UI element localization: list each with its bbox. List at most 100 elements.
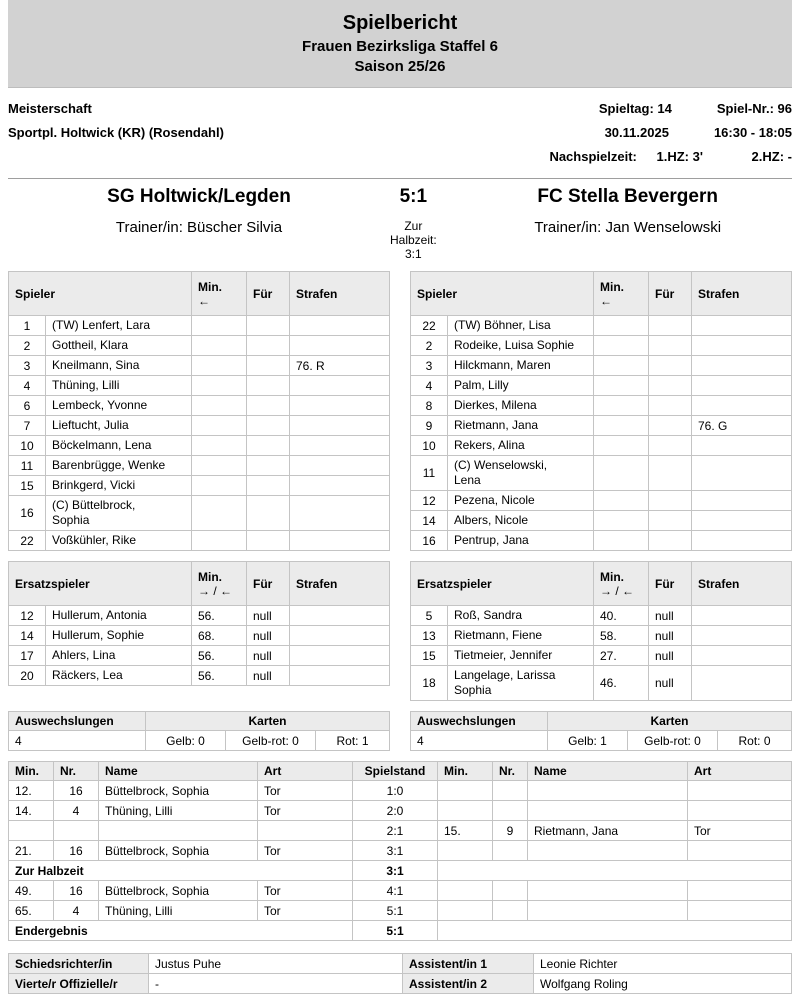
goal-name-away [527,840,688,861]
goal-nr-away [492,840,528,861]
goal-score: 1:0 [352,780,438,801]
away-cards-row: 4 Gelb: 1 Gelb-rot: 0 Rot: 0 [410,730,792,751]
player-number: 10 [8,435,46,456]
sub-for: null [246,665,290,686]
player-name: Rodeike, Luisa Sophie [447,335,594,356]
home-cards-row: 4 Gelb: 0 Gelb-rot: 0 Rot: 1 [8,730,390,751]
player-number: 3 [410,355,448,376]
final-result-score: 5:1 [352,920,438,941]
player-name: Barenbrügge, Wenke [45,455,192,476]
player-name: Thüning, Lilli [45,375,192,396]
halftime-label: Zur Halbzeit [8,860,353,881]
goal-name-home: Büttelbrock, Sophia [98,780,258,801]
player-for [246,415,290,436]
sub-penalty [691,625,792,646]
player-min [191,530,247,551]
goal-name-home [98,820,258,841]
col-for: Für [648,561,692,606]
sub-min: 56. [191,665,247,686]
sub-name: Langelage, Larissa Sophia [447,665,594,701]
player-penalty [289,315,390,336]
sub-row: 20 Räckers, Lea 56. null [8,665,390,686]
player-min [191,355,247,376]
goal-score: 2:0 [352,800,438,821]
sub-penalty [691,605,792,626]
official-role-label: Assistent/in 1 [402,953,534,974]
goal-nr-home: 4 [53,900,99,921]
player-name: Kneilmann, Sina [45,355,192,376]
player-row: 8 Dierkes, Milena [410,395,792,416]
player-number: 7 [8,415,46,436]
home-players-table: Spieler Min. ← Für Strafen 1 (TW) Lenfert… [8,271,390,551]
player-penalty [289,475,390,496]
substitutions-count: 4 [8,730,146,751]
sub-name: Roß, Sandra [447,605,594,626]
goal-art-home: Tor [257,800,353,821]
player-penalty [691,435,792,456]
official-name-value: - [148,973,403,994]
col-min: Min. → / ← [593,561,649,606]
player-number: 14 [410,510,448,531]
competition-label: Meisterschaft [8,101,92,116]
player-min [191,435,247,456]
away-cards-table: Auswechslungen Karten 4 Gelb: 1 Gelb-rot… [410,711,792,751]
report-title: Spielbericht [342,12,458,34]
player-row: 22 (TW) Böhner, Lisa [410,315,792,336]
player-name: (C) Büttelbrock, Sophia [45,495,192,531]
goals-col-name-home: Name [98,761,258,781]
player-min [191,395,247,416]
sub-row: 13 Rietmann, Fiene 58. null [410,625,792,646]
col-min: Min. ← [191,271,247,316]
sub-for: null [648,645,692,666]
goals-col-name-away: Name [527,761,688,781]
player-penalty [691,490,792,511]
player-number: 9 [410,415,448,436]
player-min [191,415,247,436]
sub-name: Ahlers, Lina [45,645,192,666]
player-name: Pezena, Nicole [447,490,594,511]
sub-number: 17 [8,645,46,666]
official-row: Schiedsrichter/in Justus Puhe Assistent/… [8,953,792,974]
col-min-label: Min. [198,569,222,584]
player-number: 1 [8,315,46,336]
injury-time-hz2: 2.HZ: - [751,149,792,164]
player-name: Lembeck, Yvonne [45,395,192,416]
player-min [593,315,649,336]
player-row: 22 Voßkühler, Rike [8,530,390,551]
player-row: 2 Gottheil, Klara [8,335,390,356]
player-row: 14 Albers, Nicole [410,510,792,531]
player-for [648,455,692,491]
col-for: Für [246,561,290,606]
scoreboard: SG Holtwick/Legden 5:1 FC Stella Beverge… [8,186,792,261]
final-result-row: Endergebnis 5:1 [8,920,792,941]
player-number: 6 [8,395,46,416]
player-penalty [289,530,390,551]
away-subs-header: Ersatzspieler Min. → / ← Für Strafen [410,561,792,606]
player-penalty [289,455,390,476]
home-cards-table: Auswechslungen Karten 4 Gelb: 0 Gelb-rot… [8,711,390,751]
col-min: Min. → / ← [191,561,247,606]
halftime-score-value: 3:1 [352,860,438,881]
player-row: 16 (C) Büttelbrock, Sophia [8,495,390,531]
sub-for: null [648,625,692,646]
player-number: 4 [8,375,46,396]
goal-nr-away [492,800,528,821]
player-row: 16 Pentrup, Jana [410,530,792,551]
home-players-header: Spieler Min. ← Für Strafen [8,271,390,316]
player-number: 2 [8,335,46,356]
season-title: Saison 25/26 [354,58,446,75]
player-number: 11 [8,455,46,476]
substitutions-count: 4 [410,730,548,751]
final-result-label: Endergebnis [8,920,353,941]
home-subs-table: Ersatzspieler Min. → / ← Für Strafen 12 H… [8,561,390,686]
player-name: (TW) Lenfert, Lara [45,315,192,336]
player-for [648,490,692,511]
goal-name-away: Rietmann, Jana [527,820,688,841]
player-penalty [289,435,390,456]
sub-min: 68. [191,625,247,646]
player-row: 11 Barenbrügge, Wenke [8,455,390,476]
sub-min: 27. [593,645,649,666]
player-row: 9 Rietmann, Jana 76. G [410,415,792,436]
col-player: Spieler [410,271,594,316]
player-name: Pentrup, Jana [447,530,594,551]
